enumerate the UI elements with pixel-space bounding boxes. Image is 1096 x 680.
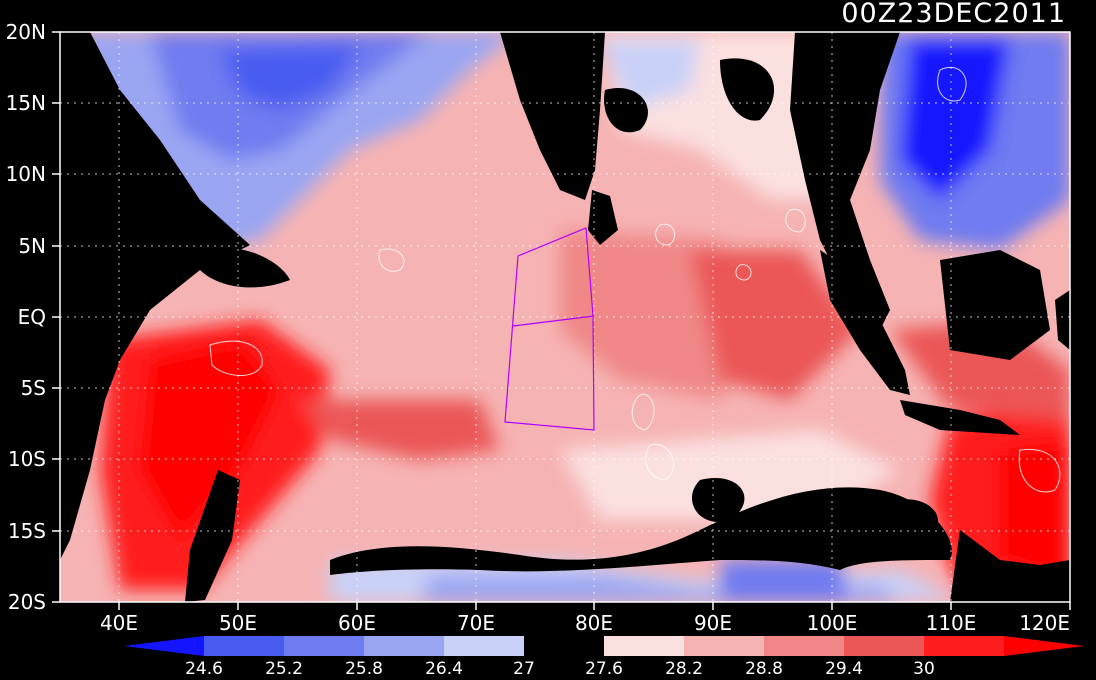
lon-label: 110E: [926, 611, 977, 635]
map-area: [60, 32, 1070, 602]
colorbar-segment: [364, 636, 444, 656]
colorbar-segment: [844, 636, 924, 656]
sst-27-patches: [200, 58, 775, 288]
lat-label: 5N: [18, 234, 46, 258]
colorbar-label: 29.4: [825, 659, 863, 679]
map-title: 00Z23DEC2011: [841, 0, 1066, 29]
lon-label: 40E: [100, 611, 138, 635]
colorbar-label: 27: [513, 659, 535, 679]
land-india: [500, 32, 605, 200]
lat-label: 20S: [8, 590, 46, 614]
lat-label: EQ: [18, 305, 46, 329]
lat-label: 10S: [8, 447, 46, 471]
colorbar-segment: [604, 636, 684, 656]
colorbar: [124, 636, 1084, 656]
contour-lines: [209, 66, 1061, 493]
colorbar-label: 28.2: [665, 659, 703, 679]
lon-label: 50E: [219, 611, 257, 635]
lon-label: 100E: [807, 611, 858, 635]
analysis-box: [504, 227, 595, 431]
tick-marks: [52, 31, 1071, 610]
colorbar-segment: [764, 636, 844, 656]
colorbar-segment: [524, 636, 604, 656]
colorbar-label: 30: [913, 659, 935, 679]
colorbar-label: 24.6: [185, 659, 223, 679]
lon-label: 120E: [1019, 611, 1070, 635]
lon-label: 60E: [338, 611, 376, 635]
sst-27-band: [330, 478, 952, 575]
colorbar-label: 28.8: [745, 659, 783, 679]
colorbar-segment: [444, 636, 524, 656]
land-sri-lanka: [588, 190, 618, 245]
lat-label: 20N: [6, 20, 46, 44]
lon-label: 80E: [575, 611, 613, 635]
land-masses: [60, 32, 1070, 602]
land-borneo: [940, 250, 1050, 360]
land-sumatra: [820, 250, 910, 395]
lon-label: 90E: [694, 611, 732, 635]
colorbar-segment: [204, 636, 284, 656]
colorbar-segment: [924, 636, 1004, 656]
colorbar-segment: [284, 636, 364, 656]
lat-label: 10N: [6, 162, 46, 186]
latitude-labels: 20N 15N 10N 5N EQ 5S 10S 15S 20S: [6, 20, 46, 614]
lat-label: 5S: [21, 376, 46, 400]
land-java: [900, 400, 1020, 435]
colorbar-label: 25.2: [265, 659, 303, 679]
lat-label: 15S: [8, 519, 46, 543]
longitude-labels: 40E 50E 60E 70E 80E 90E 100E 110E 120E: [100, 611, 1070, 635]
land-madagascar: [185, 470, 240, 602]
colorbar-label: 27.6: [585, 659, 623, 679]
colorbar-left-arrow: [124, 636, 204, 656]
lat-label: 15N: [6, 91, 46, 115]
graticule: [60, 32, 1070, 602]
land-sulawesi: [1055, 290, 1070, 350]
colorbar-segment: [684, 636, 764, 656]
land-indochina: [790, 32, 900, 330]
land-australia: [950, 530, 1070, 602]
colorbar-label: 26.4: [425, 659, 463, 679]
colorbar-label: 25.8: [345, 659, 383, 679]
colorbar-right-arrow: [1004, 636, 1084, 656]
colorbar-labels: 24.6 25.2 25.8 26.4 27 27.6 28.2 28.8 29…: [185, 659, 935, 679]
lon-label: 70E: [457, 611, 495, 635]
land-africa: [60, 32, 250, 560]
